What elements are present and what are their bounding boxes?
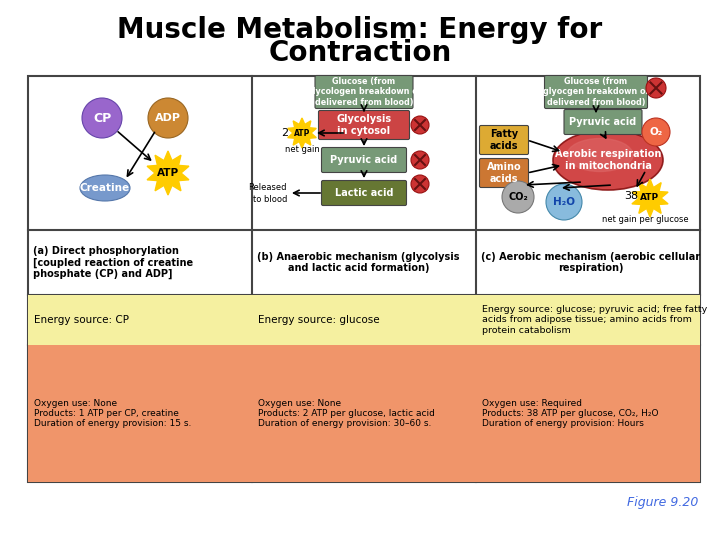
Text: Pyruvic acid: Pyruvic acid: [330, 155, 397, 165]
Text: 38: 38: [624, 191, 638, 201]
FancyBboxPatch shape: [564, 110, 642, 134]
Text: Amino
acids: Amino acids: [487, 162, 521, 184]
Circle shape: [411, 116, 429, 134]
FancyBboxPatch shape: [322, 147, 407, 172]
Text: Aerobic respiration
in mitochondria: Aerobic respiration in mitochondria: [555, 149, 661, 171]
FancyBboxPatch shape: [480, 159, 528, 187]
Text: Contraction: Contraction: [269, 39, 451, 67]
FancyBboxPatch shape: [480, 125, 528, 154]
Polygon shape: [147, 151, 189, 195]
Text: Energy source: glucose; pyruvic acid; free fatty
acids from adipose tissue; amin: Energy source: glucose; pyruvic acid; fr…: [482, 305, 707, 335]
Circle shape: [642, 118, 670, 146]
FancyBboxPatch shape: [544, 76, 647, 109]
Circle shape: [148, 98, 188, 138]
Text: H₂O: H₂O: [553, 197, 575, 207]
Ellipse shape: [80, 175, 130, 201]
Text: CO₂: CO₂: [508, 192, 528, 202]
Polygon shape: [288, 118, 316, 148]
FancyBboxPatch shape: [322, 180, 407, 206]
Ellipse shape: [567, 138, 633, 172]
Bar: [252, 295, 476, 345]
Text: (c) Aerobic mechanism (aerobic cellular
respiration): (c) Aerobic mechanism (aerobic cellular …: [481, 252, 700, 273]
Bar: [252, 345, 476, 482]
Bar: [476, 295, 700, 345]
Text: CP: CP: [93, 111, 111, 125]
Text: to blood: to blood: [253, 194, 287, 204]
FancyBboxPatch shape: [318, 111, 410, 139]
Text: Glucose (from
glycologen breakdown or
delivered from blood): Glucose (from glycologen breakdown or de…: [307, 77, 421, 107]
Text: Oxygen use: None
Products: 2 ATP per glucose, lactic acid
Duration of energy pro: Oxygen use: None Products: 2 ATP per glu…: [258, 399, 435, 428]
Text: Energy source: CP: Energy source: CP: [34, 315, 129, 325]
Text: Creatine: Creatine: [80, 183, 130, 193]
Polygon shape: [632, 179, 668, 217]
Bar: [28, 345, 252, 482]
Circle shape: [411, 151, 429, 169]
Text: Glycolysis
in cytosol: Glycolysis in cytosol: [336, 114, 392, 136]
Bar: [28, 76, 700, 482]
Text: Figure 9.20: Figure 9.20: [626, 496, 698, 509]
Text: Glucose (from
glyocgen breakdown or
delivered from blood): Glucose (from glyocgen breakdown or deli…: [543, 77, 649, 107]
Text: Muscle Metabolism: Energy for: Muscle Metabolism: Energy for: [117, 16, 603, 44]
Circle shape: [411, 175, 429, 193]
Text: Oxygen use: None
Products: 1 ATP per CP, creatine
Duration of energy provision: : Oxygen use: None Products: 1 ATP per CP,…: [34, 399, 192, 428]
Text: O₂: O₂: [649, 127, 662, 137]
Bar: [28, 295, 252, 345]
Text: ATP: ATP: [157, 168, 179, 178]
Text: Lactic acid: Lactic acid: [335, 188, 393, 198]
Text: Released: Released: [248, 183, 287, 192]
Text: ADP: ADP: [155, 113, 181, 123]
Circle shape: [546, 184, 582, 220]
Text: ATP: ATP: [640, 193, 660, 202]
Text: 2: 2: [282, 128, 289, 138]
FancyBboxPatch shape: [315, 76, 413, 109]
Bar: [476, 345, 700, 482]
Text: Oxygen use: Required
Products: 38 ATP per glucose, CO₂, H₂O
Duration of energy p: Oxygen use: Required Products: 38 ATP pe…: [482, 399, 659, 428]
Text: ATP: ATP: [294, 129, 310, 138]
Text: net gain: net gain: [284, 145, 320, 153]
Circle shape: [82, 98, 122, 138]
Text: Fatty
acids: Fatty acids: [490, 129, 518, 151]
Circle shape: [646, 78, 666, 98]
Text: (a) Direct phosphorylation
[coupled reaction of creatine
phosphate (CP) and ADP]: (a) Direct phosphorylation [coupled reac…: [33, 246, 193, 279]
Ellipse shape: [553, 130, 663, 190]
Text: Pyruvic acid: Pyruvic acid: [570, 117, 636, 127]
Text: (b) Anaerobic mechanism (glycolysis
and lactic acid formation): (b) Anaerobic mechanism (glycolysis and …: [257, 252, 459, 273]
Circle shape: [502, 181, 534, 213]
Text: net gain per glucose: net gain per glucose: [602, 215, 688, 225]
Text: Energy source: glucose: Energy source: glucose: [258, 315, 379, 325]
